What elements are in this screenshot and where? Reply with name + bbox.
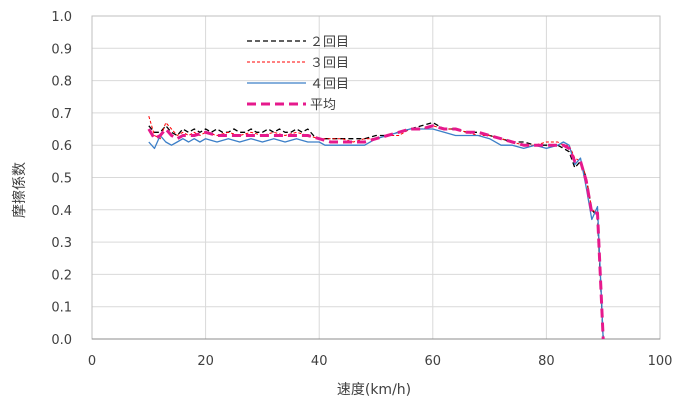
x-tick-labels: 0 20 40 60 80 100 [88,354,673,369]
y-tick-label: 0.4 [51,204,72,219]
y-tick-labels: 0.0 0.1 0.2 0.3 0.4 0.5 0.6 0.7 0.8 0.9 1.0 [51,10,72,348]
series-line-2 [148,115,604,340]
x-tick-label: 40 [311,354,328,369]
x-tick-label: 60 [425,354,442,369]
x-tick-label: 0 [88,354,96,369]
y-axis-title: 摩擦係数 [11,162,28,218]
y-tick-label: 0.6 [51,139,72,154]
y-tick-label: 0.1 [51,301,72,316]
legend-label-4: 平均 [310,98,336,113]
y-tick-label: 0.2 [51,268,72,283]
legend-label-3: ４回目 [310,77,349,92]
y-tick-label: 0.7 [51,107,72,122]
series-layer [147,115,605,340]
y-tick-label: 0.5 [51,172,72,187]
x-axis-title: 速度(km/h) [337,382,411,398]
legend-label-1: ２回目 [310,35,349,50]
y-tick-label: 0.8 [51,75,72,90]
legend-label-2: ３回目 [310,56,349,71]
y-tick-label: 0.0 [51,333,72,348]
y-tick-label: 0.9 [51,42,72,57]
grid-lines [92,15,660,339]
x-tick-label: 20 [197,354,214,369]
plot-frame [91,15,661,340]
series-line-3 [148,128,604,340]
x-tick-label: 100 [648,354,673,369]
x-tick-label: 80 [538,354,555,369]
y-tick-label: 1.0 [51,10,72,25]
y-tick-label: 0.3 [51,236,72,251]
